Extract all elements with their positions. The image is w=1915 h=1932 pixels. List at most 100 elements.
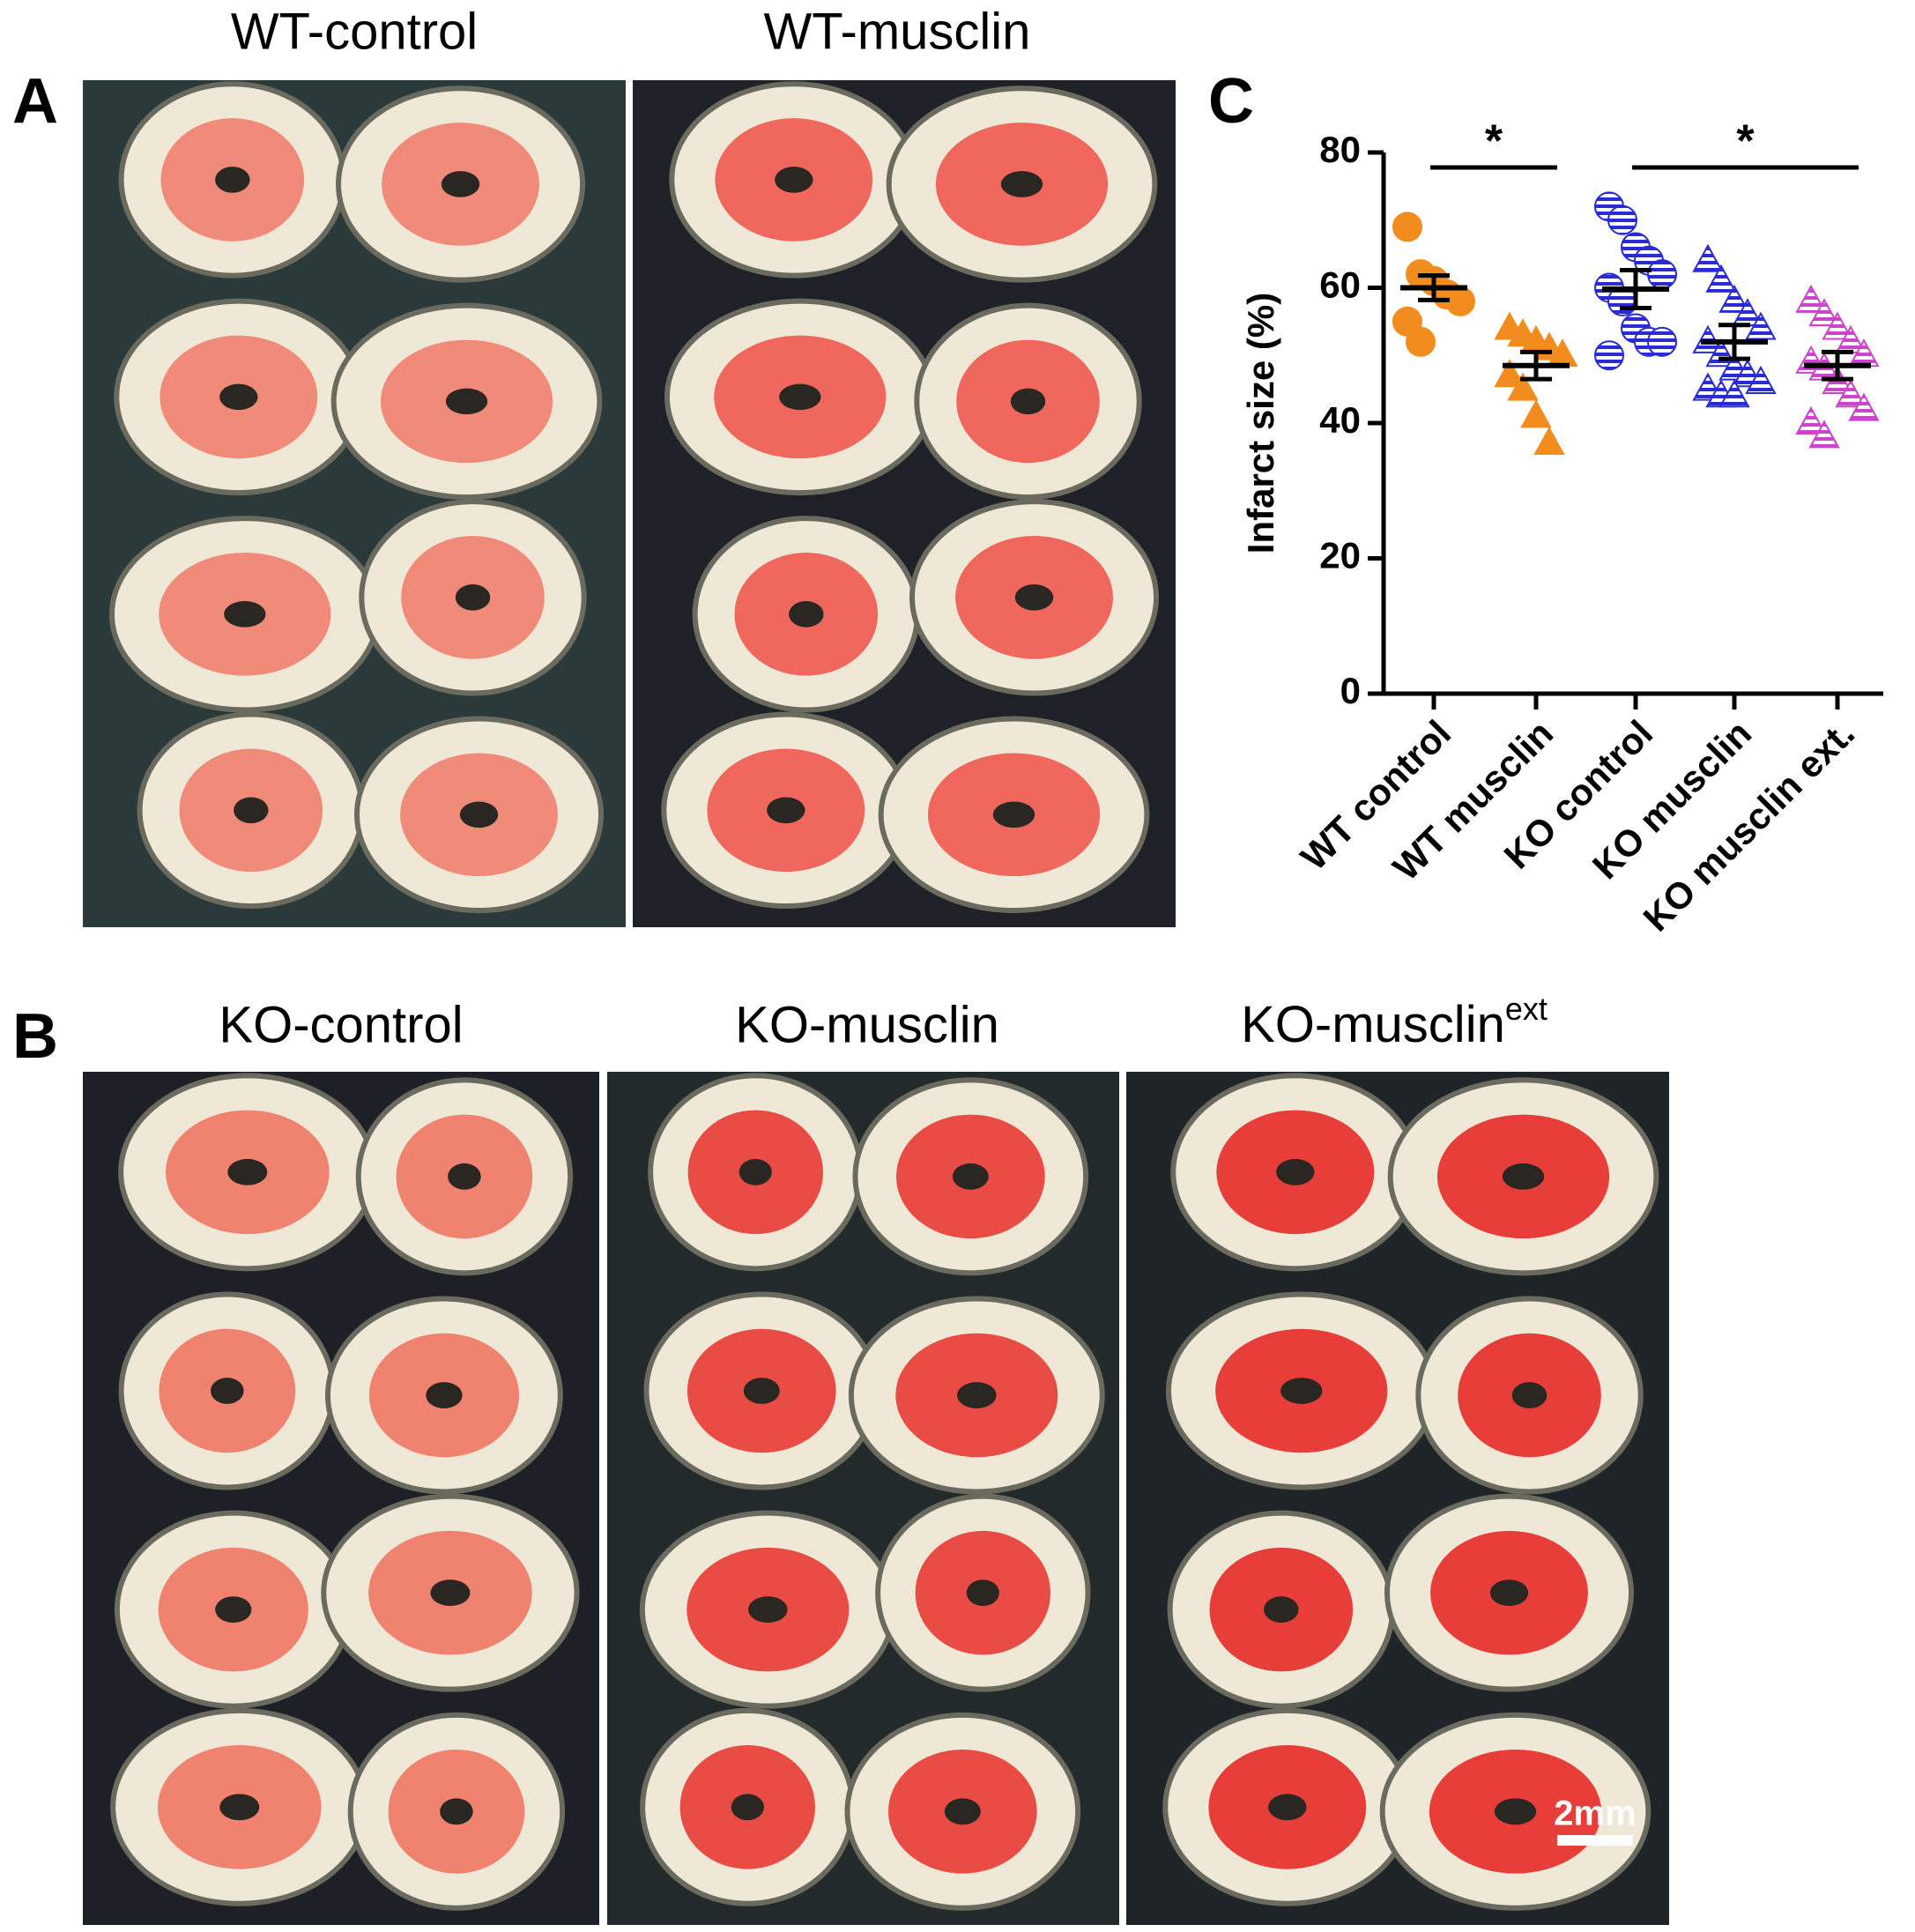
- data-point: [1745, 311, 1777, 340]
- panel-label: C: [1208, 66, 1254, 137]
- data-point: [1392, 212, 1422, 242]
- slice-lumen: [747, 1596, 788, 1624]
- tissue-slice: [639, 1510, 896, 1709]
- tissue-slice: [118, 1073, 377, 1272]
- data-point: [1822, 311, 1853, 340]
- data-point: [1808, 298, 1840, 327]
- data-point: [1607, 204, 1637, 235]
- tissue-slice: [321, 1493, 580, 1692]
- slice-lumen: [992, 801, 1035, 829]
- tissue-slice: [110, 1707, 369, 1906]
- slice-lumen: [448, 1163, 481, 1190]
- tissue-slice: [1167, 1510, 1396, 1709]
- tissue-slice: [643, 1291, 880, 1490]
- photo-title: KO-musclinext: [1241, 991, 1548, 1054]
- panel-label: B: [12, 1001, 58, 1072]
- slice-lumen: [731, 1794, 764, 1821]
- tissue-slice: [1384, 1493, 1635, 1692]
- tissue-slice: [909, 499, 1160, 696]
- significance-label: *: [1736, 116, 1755, 167]
- y-axis-label: Infarct size (%): [1240, 293, 1281, 554]
- slice-lumen: [426, 1382, 463, 1408]
- data-point: [1795, 284, 1827, 313]
- tissue-slice: [669, 81, 919, 279]
- scale-bar-label: 2mm: [1554, 1795, 1636, 1833]
- panel-label: A: [12, 66, 58, 137]
- slice-lumen: [440, 1798, 473, 1825]
- tissue-slice: [359, 499, 587, 696]
- slice-lumen: [459, 801, 499, 829]
- data-point: [1718, 284, 1750, 313]
- data-point: [1835, 379, 1867, 408]
- data-point: [1406, 326, 1436, 357]
- title-superscript: ext: [1505, 991, 1548, 1027]
- slice-lumen: [1014, 584, 1054, 611]
- slice-lumen: [430, 1579, 471, 1607]
- tissue-slice: [114, 1510, 353, 1709]
- tissue-slice: [1162, 1707, 1413, 1906]
- slice-lumen: [1268, 1794, 1307, 1821]
- tissue-slice: [648, 1073, 864, 1272]
- tissue-slice: [852, 1077, 1089, 1276]
- y-tick-label: 40: [1319, 399, 1361, 441]
- y-tick-label: 20: [1319, 535, 1361, 576]
- data-point: [1692, 243, 1724, 272]
- tissue-slice: [886, 85, 1158, 283]
- tissue-slice: [640, 1707, 856, 1906]
- significance-label: *: [1485, 116, 1503, 167]
- tissue-slice: [118, 81, 347, 279]
- data-point: [1705, 264, 1737, 293]
- photo-title: KO-musclin: [735, 996, 999, 1053]
- tissue-slice: [844, 1712, 1081, 1911]
- tissue-slice: [1415, 1296, 1644, 1495]
- tissue-slice: [114, 298, 364, 496]
- tissue-slice: [325, 1296, 563, 1495]
- slice-lumen: [743, 1378, 780, 1404]
- y-tick-label: 80: [1319, 129, 1361, 170]
- photo-title: KO-control: [219, 996, 463, 1053]
- y-tick-label: 0: [1340, 670, 1361, 711]
- tissue-slice: [664, 298, 936, 496]
- slice-lumen: [211, 1378, 244, 1404]
- tissue-slice: [336, 85, 586, 283]
- data-point: [1718, 379, 1750, 408]
- slice-lumen: [944, 1798, 981, 1825]
- tissue-slice: [914, 302, 1142, 501]
- data-point: [1647, 259, 1677, 290]
- slice-lumen: [1280, 1378, 1323, 1404]
- slice-lumen: [1511, 1382, 1548, 1408]
- slice-lumen: [789, 601, 824, 628]
- slice-lumen: [227, 1158, 268, 1185]
- tissue-slice: [692, 516, 920, 713]
- slice-lumen: [215, 1596, 252, 1624]
- slice-lumen: [441, 171, 480, 197]
- slice-lumen: [767, 797, 805, 824]
- slice-lumen: [219, 1794, 260, 1821]
- slice-lumen: [219, 383, 258, 411]
- slice-lumen: [1494, 1798, 1537, 1825]
- slice-lumen: [1489, 1579, 1529, 1607]
- slice-lumen: [1502, 1163, 1545, 1190]
- tissue-slice: [661, 711, 911, 909]
- tissue-slice: [137, 711, 366, 909]
- tissue-slice: [1165, 1291, 1437, 1490]
- tissue-slice: [878, 716, 1150, 913]
- tissue-slice: [330, 302, 603, 501]
- slice-lumen: [775, 167, 813, 193]
- slice-lumen: [966, 1579, 999, 1607]
- slice-lumen: [779, 383, 821, 411]
- slice-lumen: [1264, 1596, 1299, 1624]
- data-point: [1445, 286, 1475, 316]
- tissue-slice: [354, 716, 605, 913]
- slice-lumen: [215, 167, 250, 193]
- data-point: [1745, 365, 1777, 394]
- data-point: [1520, 399, 1552, 428]
- slice-lumen: [957, 1382, 997, 1408]
- slice-lumen: [952, 1163, 989, 1190]
- slice-lumen: [1000, 171, 1043, 197]
- data-point: [1594, 340, 1624, 371]
- tissue-slice: [1170, 1073, 1421, 1272]
- tissue-slice: [875, 1493, 1091, 1692]
